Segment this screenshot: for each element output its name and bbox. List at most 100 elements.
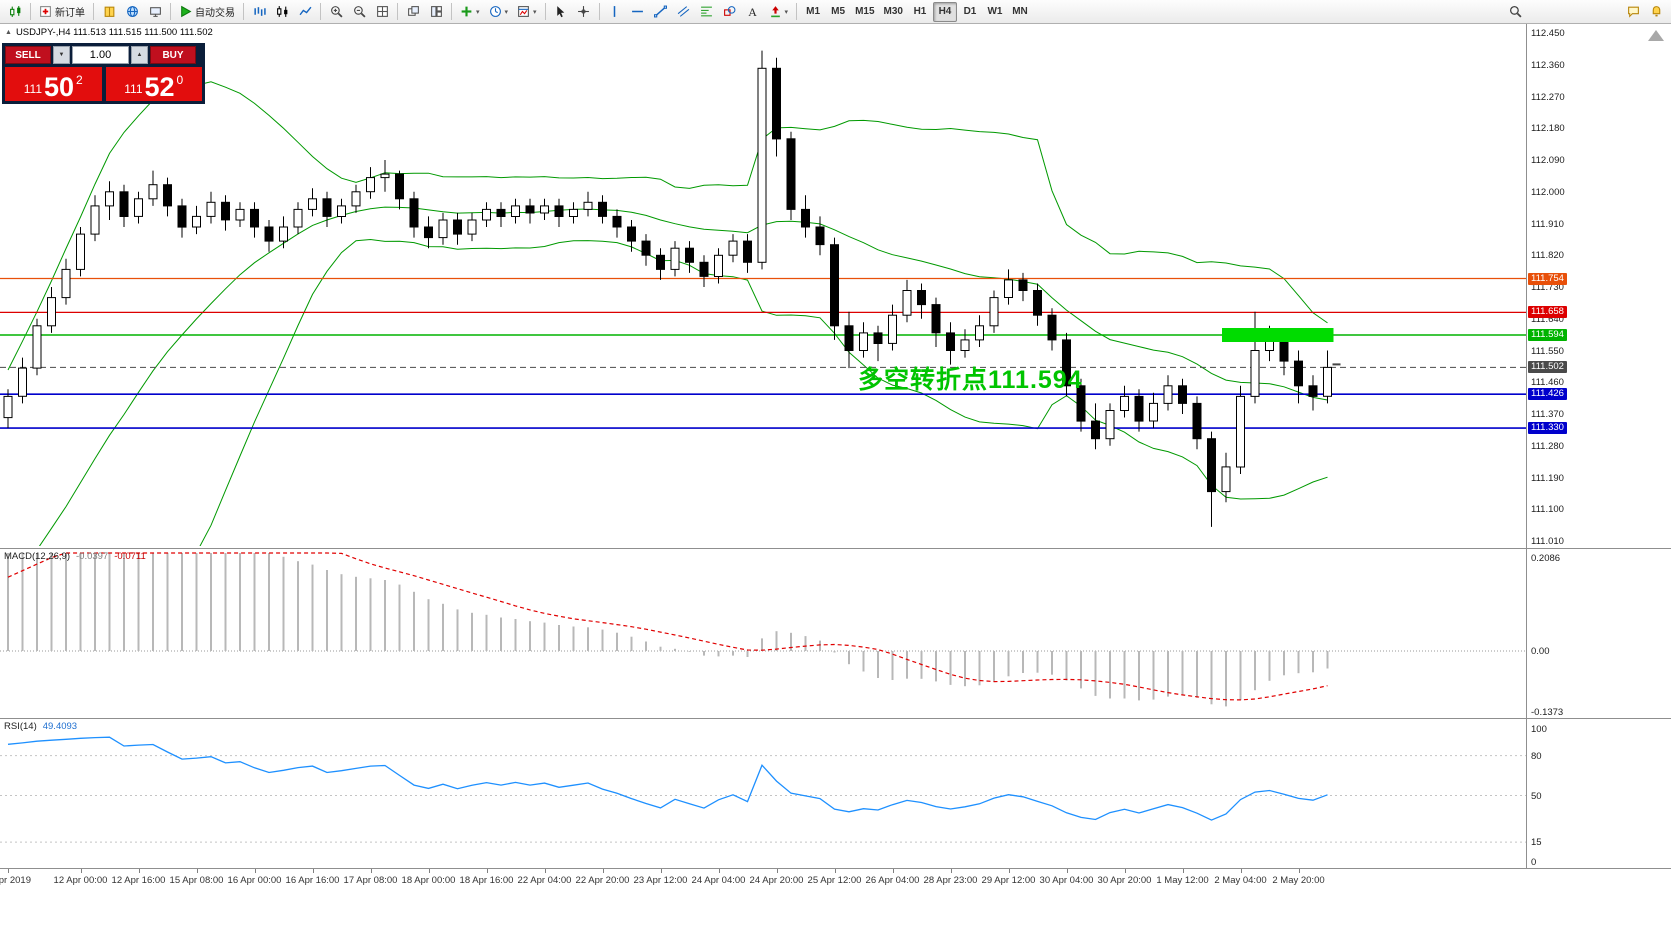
timeframe-m30-button[interactable]: M30	[883, 6, 903, 17]
volume-input[interactable]	[72, 46, 129, 64]
time-tick	[718, 869, 720, 873]
candle	[1004, 279, 1013, 298]
sell-price-prefix: 111	[23, 82, 42, 96]
chart-annotation-text: 多空转折点111.594	[858, 366, 1083, 394]
market-watch-button[interactable]	[121, 2, 143, 22]
one-click-trading-panel: SELL ▼ ▲ BUY 111 50 2 111 52 0	[2, 43, 205, 104]
candlestick-chart-button[interactable]	[271, 2, 293, 22]
symbol-search-button[interactable]	[1504, 2, 1526, 22]
symbol-ohlc-text: USDJPY-,H4 111.513 111.515 111.500 111.5…	[15, 27, 213, 38]
plusgreen-icon	[460, 5, 473, 18]
rsi-tick-label: 100	[1531, 724, 1547, 735]
chart-period-button[interactable]: ▾	[485, 2, 513, 22]
volume-up-button[interactable]: ▲	[131, 46, 148, 64]
price-chart-panel[interactable]: 112.450 112.360 112.270 112.180 112.090 112.0…	[0, 24, 1671, 547]
candle	[975, 325, 984, 341]
trendline-button[interactable]	[650, 2, 672, 22]
chart-shift-marker[interactable]	[1648, 30, 1664, 41]
line-chart-button[interactable]	[294, 2, 316, 22]
new-chart-button[interactable]	[4, 2, 26, 22]
candlestick-chart[interactable]	[0, 24, 1526, 546]
auto-trading-button-label: 自动交易	[195, 8, 235, 19]
toolbar-separator	[796, 3, 798, 20]
price-axis[interactable]: 112.450 112.360 112.270 112.180 112.090 112.0…	[1526, 24, 1671, 547]
bar-chart-button[interactable]	[248, 2, 270, 22]
candle	[76, 233, 85, 270]
horizontal-line-button[interactable]	[627, 2, 649, 22]
candle	[1221, 466, 1231, 493]
text-label-button[interactable]: A	[742, 2, 764, 22]
textA-icon: A	[746, 5, 759, 18]
arrange-windows-button[interactable]	[425, 2, 447, 22]
dropdown-caret-icon: ▾	[504, 8, 509, 16]
buy-button[interactable]: BUY	[150, 46, 196, 64]
rsi-chart[interactable]	[0, 719, 1526, 867]
volume-down-button[interactable]: ▼	[53, 46, 70, 64]
cursor-button[interactable]	[550, 2, 572, 22]
tile-windows-button[interactable]	[371, 2, 393, 22]
timeframe-mn-button[interactable]: MN	[1012, 6, 1028, 17]
fibonacci-button[interactable]	[696, 2, 718, 22]
toolbar-separator	[30, 3, 31, 20]
price-tick-label: 111.640	[1531, 313, 1564, 325]
timeframe-m5-button[interactable]: M5	[831, 6, 846, 17]
bell-icon	[1650, 5, 1663, 18]
price-tick-label: 112.090	[1531, 155, 1565, 166]
candle	[1207, 438, 1216, 493]
chart-template-button[interactable]: ▾	[513, 2, 541, 22]
time-axis-label: 17 Apr 08:00	[343, 875, 398, 886]
clock-icon	[489, 5, 502, 18]
buy-price-display[interactable]: 111 52 0	[105, 67, 202, 101]
zoom-in-button[interactable]	[325, 2, 347, 22]
macd-axis[interactable]: 0.2086 0.00 -0.1373	[1526, 549, 1671, 718]
monitor-icon	[149, 5, 162, 18]
candle	[569, 208, 578, 217]
candle	[627, 226, 636, 242]
arrow-objects-button[interactable]: ▾	[765, 2, 793, 22]
collapse-trade-panel-icon[interactable]: ▲	[5, 29, 12, 36]
price-tick-label: 112.270	[1531, 91, 1565, 103]
dropdown-caret-icon: ▾	[533, 8, 537, 16]
candle	[641, 240, 651, 256]
timeframe-m15-button[interactable]: M15	[855, 6, 875, 17]
news-alert-button[interactable]	[1645, 2, 1667, 22]
rsi-axis[interactable]: 100 80 50 15 0	[1526, 719, 1671, 868]
macd-indicator-panel[interactable]: 0.2086 0.00 -0.1373 MACD(12,26,9) -0.0397 …	[0, 548, 1671, 718]
auto-trading-button[interactable]: 自动交易	[175, 2, 239, 22]
sell-price-display[interactable]: 111 50 2	[5, 67, 102, 101]
timeframe-h1-button[interactable]: H1	[913, 6, 927, 17]
vertical-line-button[interactable]	[604, 2, 626, 22]
equidistant-channel-button[interactable]	[673, 2, 695, 22]
data-window-button[interactable]	[144, 2, 166, 22]
time-tick	[138, 869, 140, 873]
candle	[192, 215, 201, 228]
zoom-out-button[interactable]	[348, 2, 370, 22]
new-order-button[interactable]: 新订单	[35, 2, 89, 22]
add-indicator-button[interactable]: ▾	[456, 2, 484, 22]
history-center-button[interactable]	[98, 2, 120, 22]
candle	[438, 219, 448, 239]
candle	[960, 339, 970, 351]
timeframe-m1-button[interactable]: M1	[806, 6, 821, 17]
crosshair-button[interactable]	[573, 2, 595, 22]
time-tick	[660, 869, 662, 873]
timeframe-h4-button[interactable]: H4	[932, 1, 957, 22]
candle	[409, 198, 419, 228]
highlight-zone	[1222, 328, 1334, 342]
time-tick	[370, 869, 372, 873]
candle	[830, 244, 839, 327]
sell-button[interactable]: SELL	[5, 46, 51, 64]
rsi-line	[7, 736, 1328, 821]
macd-chart[interactable]	[0, 549, 1526, 717]
time-axis-label: 22 Apr 04:00	[517, 875, 572, 886]
timeframe-w1-button[interactable]: W1	[987, 6, 1003, 17]
timeframe-d1-button[interactable]: D1	[963, 6, 977, 17]
rsi-indicator-panel[interactable]: 100 80 50 15 0 RSI(14) 49.4093	[0, 718, 1671, 868]
vline-icon	[608, 5, 621, 18]
community-chat-button[interactable]	[1622, 2, 1644, 22]
candle	[496, 208, 506, 217]
toolbar-separator	[170, 3, 171, 20]
shapes-button[interactable]	[719, 2, 741, 22]
cascade-windows-button[interactable]	[402, 2, 424, 22]
